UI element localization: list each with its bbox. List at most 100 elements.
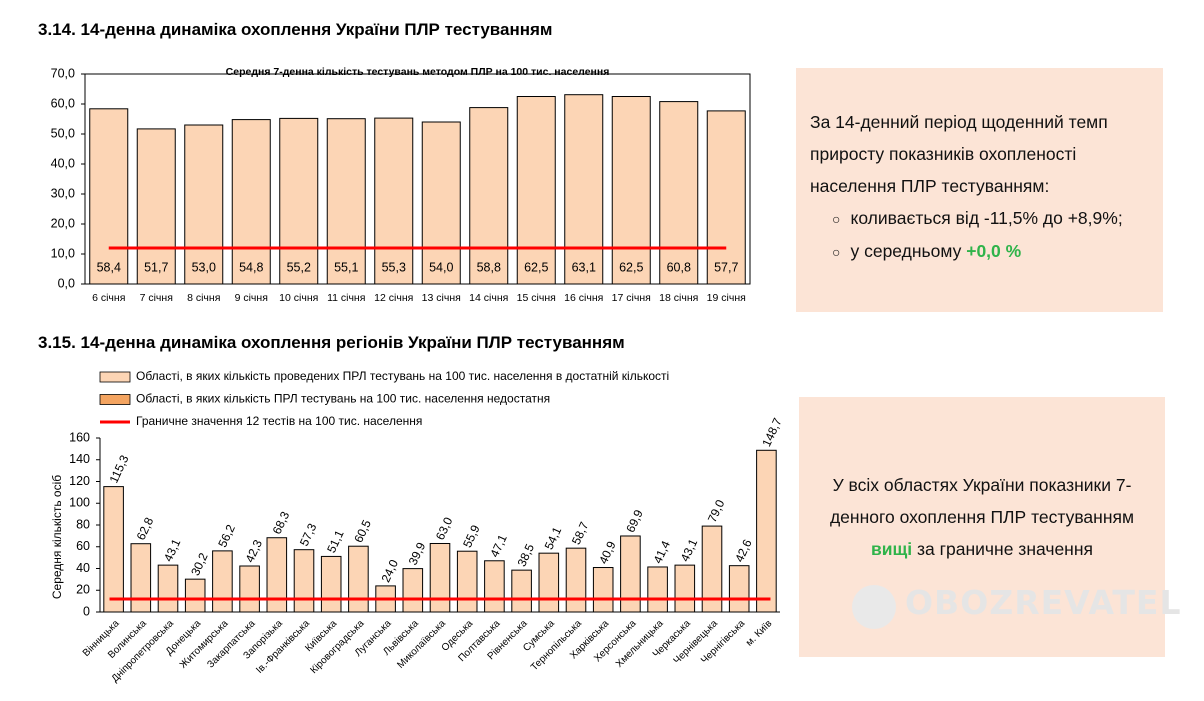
- value-label: 58,7: [569, 519, 592, 546]
- bar: [429, 542, 451, 613]
- summary-box: За 14-денний період щоденний темп прирос…: [796, 68, 1163, 312]
- legend-swatch: [99, 394, 131, 405]
- x-tick-label: 14 січня: [469, 292, 508, 304]
- bar: [184, 578, 206, 613]
- y-tick-label: 60: [76, 539, 90, 553]
- bar: [293, 549, 315, 613]
- heading: 3.14. 14-денна динаміка охоплення Україн…: [38, 20, 553, 39]
- value-label: 62,8: [134, 515, 157, 542]
- value-label: 55,2: [287, 260, 311, 274]
- value-label: 63,0: [433, 515, 456, 542]
- value-label: 54,1: [542, 524, 565, 551]
- value-label: 54,8: [239, 260, 263, 274]
- y-tick-label: 30,0: [51, 186, 75, 200]
- bar: [538, 552, 560, 613]
- value-label: 56,2: [215, 522, 238, 549]
- x-tick-label: 16 січня: [564, 292, 603, 304]
- bar: [620, 535, 641, 613]
- bar: [564, 94, 604, 285]
- y-tick-label: 40,0: [51, 156, 75, 170]
- bar: [701, 525, 723, 613]
- y-tick-label: 60,0: [51, 96, 75, 110]
- highlight: +0,0 %: [966, 241, 1022, 261]
- y-tick-label: 20,0: [51, 216, 75, 230]
- y-tick-label: 160: [69, 430, 90, 444]
- legend-label: Області, в яких кількість ПРЛ тестувань …: [136, 392, 550, 406]
- bar: [511, 569, 532, 613]
- bar: [516, 96, 556, 285]
- x-tick-label: 12 січня: [374, 292, 413, 304]
- legend-label: Граничне значення 12 тестів на 100 тис. …: [136, 414, 422, 428]
- value-label: 115,3: [107, 453, 132, 486]
- y-axis-label: Середня кількість осіб: [50, 475, 64, 599]
- value-label: 69,9: [623, 507, 646, 534]
- value-label: 51,1: [324, 528, 347, 555]
- bar: [647, 566, 668, 613]
- bar: [402, 568, 424, 613]
- bar: [136, 128, 176, 285]
- value-label: 24,0: [379, 557, 402, 584]
- x-tick-label: 6 січня: [92, 292, 125, 304]
- summary-text: за граничне значення: [917, 539, 1093, 559]
- value-label: 68,3: [270, 509, 293, 536]
- value-label: 62,5: [619, 260, 643, 274]
- value-label: 41,4: [651, 538, 674, 565]
- y-tick-label: 20: [76, 583, 90, 597]
- bar: [611, 96, 651, 285]
- bar: [89, 108, 129, 285]
- x-tick-label: 17 січня: [612, 292, 651, 304]
- x-tick-label: м. Київ: [744, 618, 774, 648]
- x-tick-label: 15 січня: [517, 292, 556, 304]
- bar: [374, 117, 414, 285]
- value-label: 42,6: [732, 537, 755, 564]
- value-label: 39,9: [406, 540, 429, 567]
- value-label: 57,3: [297, 521, 320, 548]
- x-tick-label: 10 січня: [279, 292, 318, 304]
- y-tick-label: 50,0: [51, 126, 75, 140]
- y-tick-label: 0,0: [58, 276, 75, 290]
- y-tick-label: 80: [76, 517, 90, 531]
- heading: 3.15. 14-денна динаміка охоплення регіон…: [38, 333, 625, 352]
- bar: [659, 101, 699, 285]
- y-tick-label: 10,0: [51, 246, 75, 260]
- value-label: 55,9: [460, 522, 483, 549]
- y-tick-label: 120: [69, 474, 90, 488]
- watermark: OBOZREVATEL: [905, 583, 1182, 622]
- value-label: 58,8: [477, 260, 501, 274]
- watermark-icon: [852, 585, 896, 629]
- bar: [266, 537, 288, 613]
- y-tick-label: 140: [69, 452, 90, 466]
- bar: [184, 124, 224, 285]
- value-label: 63,1: [572, 260, 596, 274]
- bar: [103, 486, 124, 613]
- bullet: коливається від -11,5% до +8,9%;: [832, 202, 1163, 235]
- x-tick-label: 18 січня: [659, 292, 698, 304]
- value-label: 43,1: [678, 536, 701, 563]
- value-label: 51,7: [144, 260, 168, 274]
- value-label: 43,1: [161, 536, 184, 563]
- value-label: 47,1: [487, 532, 510, 559]
- value-label: 53,0: [192, 260, 216, 274]
- value-label: 79,0: [705, 497, 728, 524]
- bar: [469, 107, 509, 285]
- bar: [231, 119, 271, 285]
- x-tick-label: 19 січня: [707, 292, 746, 304]
- summary-text: За 14-денний період щоденний темп прирос…: [810, 112, 1108, 196]
- value-label: 62,5: [524, 260, 548, 274]
- value-label: 57,7: [714, 260, 738, 274]
- bar: [239, 565, 260, 613]
- y-tick-label: 0: [83, 604, 90, 618]
- y-tick-label: 100: [69, 496, 90, 510]
- bar: [565, 547, 587, 613]
- legend-swatch: [99, 371, 131, 383]
- bar: [320, 555, 342, 613]
- value-label: 148,7: [759, 415, 785, 448]
- value-label: 60,5: [351, 517, 374, 544]
- value-label: 54,0: [429, 260, 453, 274]
- bar: [756, 449, 777, 613]
- bar: [130, 543, 152, 613]
- legend-label: Області, в яких кількість проведених ПРЛ…: [136, 369, 669, 383]
- value-label: 55,1: [334, 260, 358, 274]
- y-tick-label: 70,0: [51, 66, 75, 80]
